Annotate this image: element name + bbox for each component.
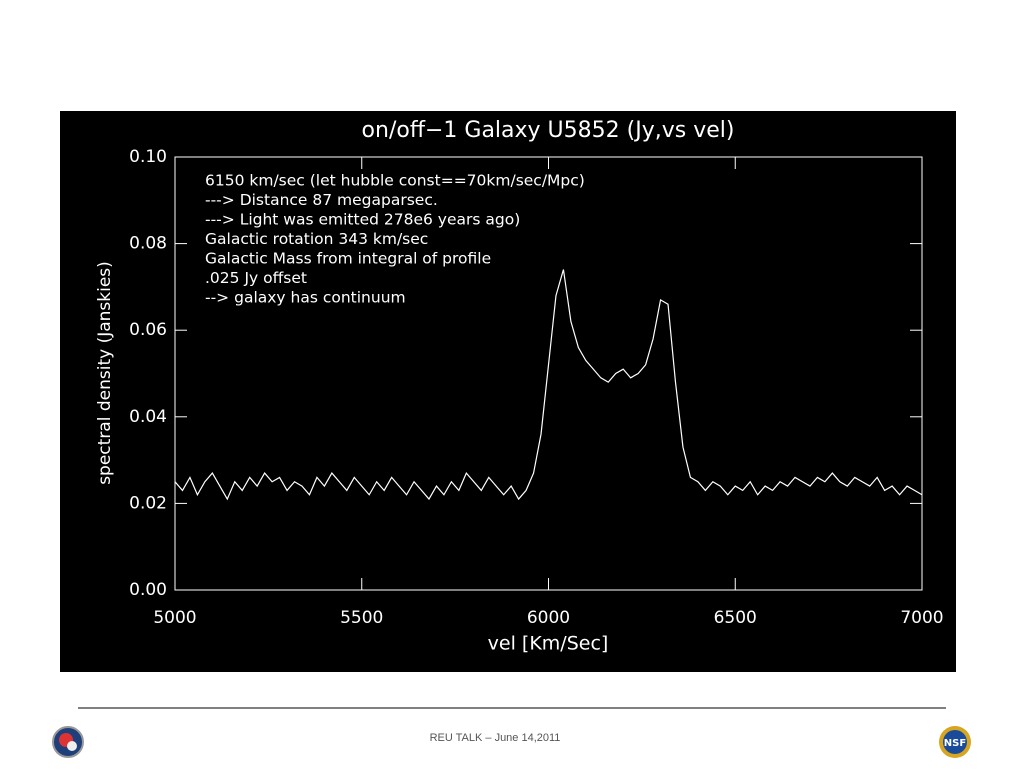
chart-background: [60, 111, 956, 672]
annotation: --> galaxy has continuum: [205, 289, 406, 307]
annotation: .025 Jy offset: [205, 269, 307, 287]
annotation: Galactic Mass from integral of profile: [205, 250, 491, 268]
right-logo: NSF: [939, 726, 971, 758]
x-tick-label: 5000: [153, 608, 196, 628]
x-tick-label: 6500: [714, 608, 757, 628]
left-logo: [52, 726, 84, 758]
annotation: 6150 km/sec (let hubble const==70km/sec/…: [205, 172, 585, 190]
svg-text:NSF: NSF: [944, 738, 966, 749]
chart-title: on/off−1 Galaxy U5852 (Jy,vs vel): [362, 118, 735, 143]
x-tick-label: 5500: [340, 608, 383, 628]
y-tick-label: 0.02: [129, 493, 167, 513]
annotation: ---> Light was emitted 278e6 years ago): [205, 211, 520, 229]
y-tick-label: 0.08: [129, 234, 167, 254]
x-axis-label: vel [Km/Sec]: [488, 633, 609, 655]
y-axis-label: spectral density (Janskies): [95, 261, 115, 485]
annotation: ---> Distance 87 megaparsec.: [205, 191, 438, 209]
y-tick-label: 0.04: [129, 407, 167, 427]
spectrum-line: [174, 269, 923, 501]
x-tick-label: 7000: [900, 608, 943, 628]
y-tick-label: 0.06: [129, 320, 167, 340]
annotation: Galactic rotation 343 km/sec: [205, 230, 428, 248]
x-tick-label: 6000: [527, 608, 570, 628]
y-tick-label: 0.10: [129, 147, 167, 167]
y-tick-label: 0.00: [129, 580, 167, 600]
footer-text: REU TALK – June 14,2011: [430, 732, 561, 744]
